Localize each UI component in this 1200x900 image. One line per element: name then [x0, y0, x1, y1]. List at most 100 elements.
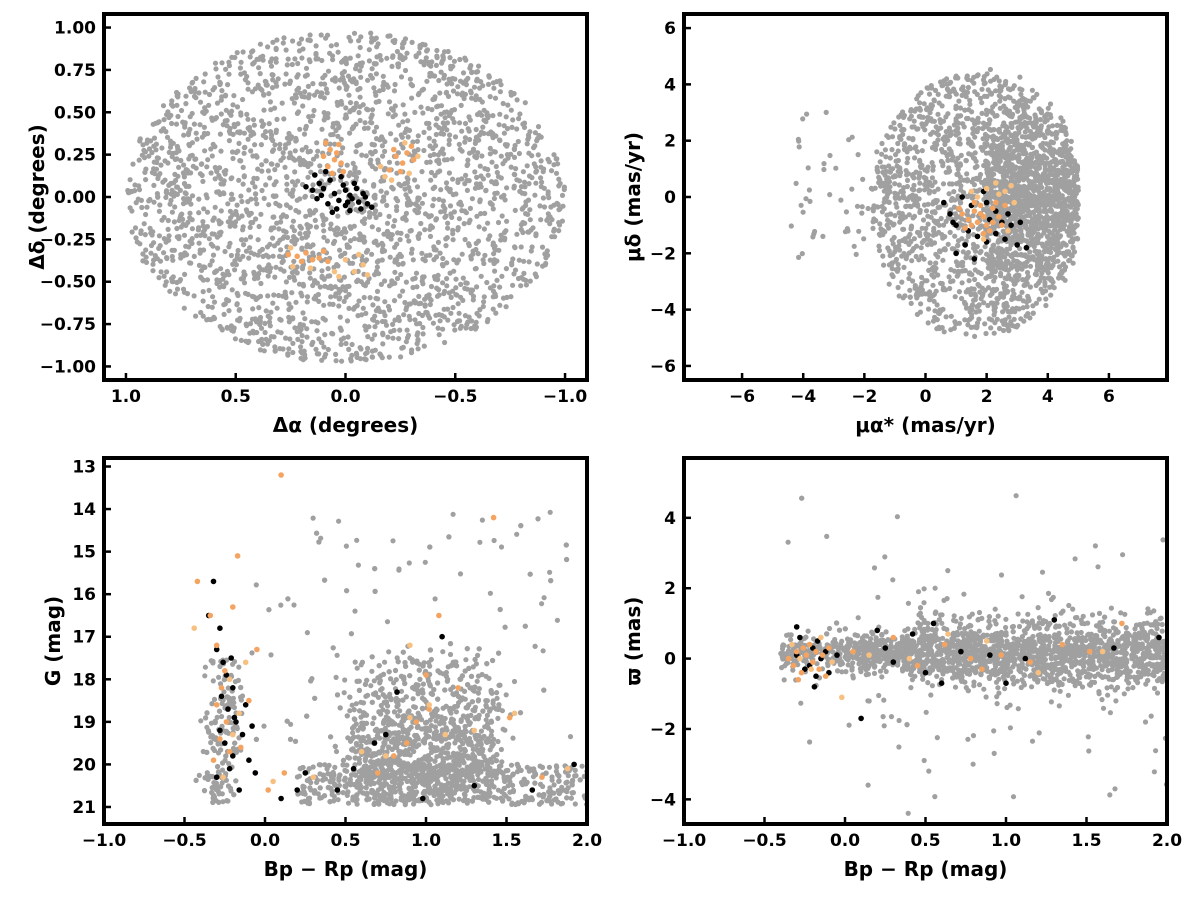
field-point: [892, 126, 898, 132]
field-point: [169, 278, 175, 285]
field-point: [1020, 298, 1026, 304]
field-point: [427, 159, 433, 165]
field-point: [1072, 186, 1078, 192]
field-point: [992, 113, 998, 119]
field-point: [489, 132, 495, 138]
field-point: [1006, 272, 1012, 278]
field-point: [997, 98, 1003, 104]
field-point: [410, 257, 416, 263]
field-point: [935, 272, 941, 278]
member-point: [393, 153, 399, 160]
field-point: [164, 190, 170, 196]
field-point: [321, 110, 327, 116]
field-point: [140, 142, 146, 148]
field-point: [341, 298, 347, 304]
member-point: [333, 150, 340, 156]
field-point: [508, 294, 514, 300]
field-point: [948, 151, 954, 157]
field-point: [553, 170, 560, 176]
field-point: [511, 185, 517, 191]
field-point: [260, 267, 266, 273]
field-point: [925, 306, 932, 312]
field-point: [181, 180, 188, 187]
field-point: [1059, 170, 1065, 176]
field-point: [1037, 198, 1043, 204]
field-point: [972, 297, 978, 303]
field-point: [431, 151, 437, 157]
field-point: [533, 169, 539, 175]
field-point: [436, 292, 442, 298]
field-point: [252, 316, 258, 322]
field-point: [1063, 167, 1069, 173]
field-point: [294, 110, 300, 116]
field-point: [419, 250, 425, 256]
field-point: [189, 226, 195, 232]
field-point: [138, 197, 144, 203]
field-point: [196, 225, 202, 231]
field-point: [985, 170, 991, 176]
field-point: [227, 223, 233, 229]
field-point: [156, 275, 162, 281]
field-point: [1062, 253, 1068, 259]
field-point: [410, 284, 416, 291]
field-point: [407, 188, 413, 194]
field-point: [498, 232, 504, 238]
field-point: [523, 199, 529, 205]
field-point: [946, 191, 952, 197]
field-point: [347, 77, 353, 83]
field-point: [220, 283, 226, 289]
field-point: [886, 163, 892, 169]
field-point: [265, 44, 271, 50]
field-point: [240, 49, 246, 55]
field-point: [438, 209, 444, 215]
field-point: [363, 257, 370, 263]
field-point: [416, 205, 422, 211]
field-point: [392, 103, 398, 109]
member-point: [329, 209, 336, 216]
field-point: [383, 322, 390, 328]
field-point: [514, 231, 520, 237]
x-tick-label: 0.0: [330, 387, 360, 407]
member-point: [336, 141, 342, 148]
field-point: [448, 66, 454, 72]
field-point: [913, 144, 919, 150]
field-point: [919, 239, 925, 246]
field-point: [969, 77, 975, 84]
field-point: [273, 80, 279, 86]
field-point: [503, 304, 509, 310]
field-point: [389, 232, 395, 238]
field-point: [357, 68, 363, 74]
field-point: [365, 334, 371, 340]
field-point: [451, 107, 458, 113]
field-point: [976, 283, 982, 289]
field-point: [954, 273, 960, 279]
field-point: [508, 151, 514, 157]
field-point: [369, 35, 375, 41]
field-point: [148, 250, 154, 256]
field-point: [886, 199, 892, 205]
field-point: [428, 213, 434, 219]
field-point: [247, 224, 253, 230]
field-point: [315, 148, 321, 154]
field-point: [268, 63, 275, 69]
field-point: [511, 244, 518, 250]
field-point: [220, 190, 226, 196]
field-point: [883, 154, 889, 160]
field-point: [985, 260, 992, 266]
field-point: [521, 258, 527, 264]
field-point: [918, 245, 924, 251]
member-point: [331, 156, 338, 163]
field-point: [1027, 249, 1033, 255]
field-point: [354, 278, 360, 285]
field-point: [456, 141, 462, 147]
field-point: [372, 347, 378, 353]
field-point: [370, 302, 376, 308]
field-point: [876, 247, 883, 254]
field-point: [286, 301, 292, 307]
field-point: [380, 153, 386, 159]
field-point: [449, 81, 455, 87]
field-point: [939, 103, 945, 109]
field-point: [283, 71, 289, 77]
field-point: [477, 110, 483, 116]
field-point: [410, 139, 416, 145]
